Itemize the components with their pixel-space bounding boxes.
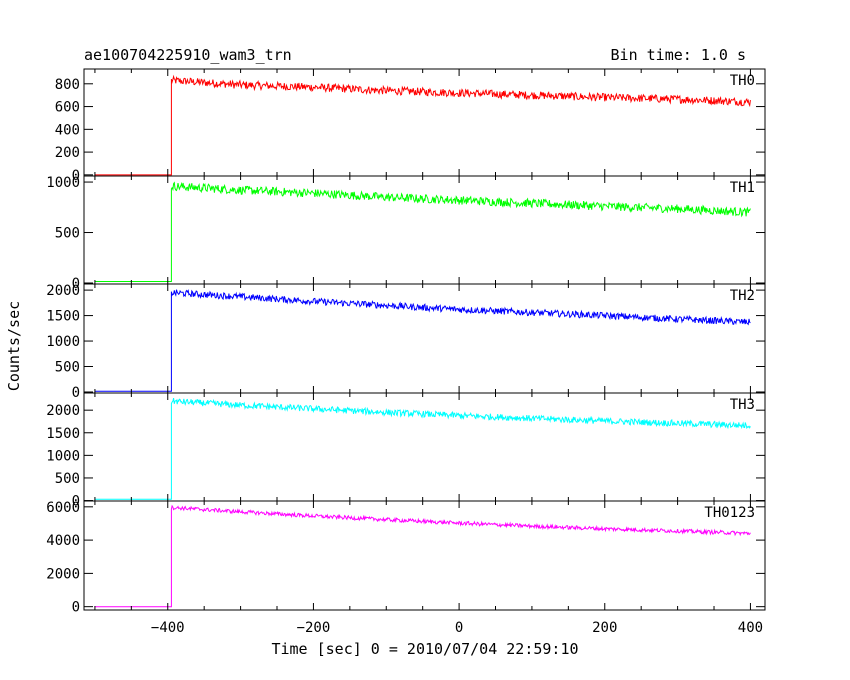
y-tick-label: 1000 xyxy=(46,334,80,350)
series-line-th2 xyxy=(94,289,751,392)
panel-th2: 0 500 1000 1500 2000 TH2 xyxy=(46,283,766,401)
y-tick-label: 600 xyxy=(55,100,80,116)
y-tick-label: 500 xyxy=(55,471,80,487)
x-tick-label: 400 xyxy=(738,620,763,636)
y-tick-label: 0 xyxy=(72,494,80,510)
y-tick-label: 500 xyxy=(55,360,80,376)
x-tick-label: 0 xyxy=(455,620,463,636)
panel-th0: 0 200 400 600 800 TH0 xyxy=(55,68,766,184)
y-tick-label: 2000 xyxy=(46,283,80,299)
y-tick-label: 200 xyxy=(55,145,80,161)
y-tick-label: 1000 xyxy=(46,175,80,191)
y-tick-label: 0 xyxy=(72,385,80,401)
panel-frame xyxy=(83,175,766,285)
y-tick-label: 0 xyxy=(72,600,80,616)
y-tick-label: 0 xyxy=(72,168,80,184)
panel-frame xyxy=(83,68,766,177)
y-tick-label: 0 xyxy=(72,276,80,292)
y-tick-label: 1500 xyxy=(46,309,80,325)
x-tick-label: −400 xyxy=(151,620,185,636)
x-tick-label: −200 xyxy=(297,620,331,636)
y-tick-label: 2000 xyxy=(46,403,80,419)
panel-frame xyxy=(83,392,766,502)
y-tick-label: 6000 xyxy=(46,500,80,516)
panel-th1: 0 500 1000 TH1 xyxy=(46,175,766,292)
x-axis-label: Time [sec] 0 = 2010/07/04 22:59:10 xyxy=(271,640,578,658)
panel-th3: 0 500 1000 1500 2000 TH3 xyxy=(46,392,766,510)
panels: 0 200 400 600 800 TH0 0 500 1000 TH1 0 500 1000 1500 2… xyxy=(46,68,766,616)
chart-title: ae100704225910_wam3_trn xyxy=(84,46,292,64)
x-axis-tick-labels: −400 −200 0 200 400 xyxy=(151,620,763,636)
series-line-th0 xyxy=(94,74,751,176)
panel-frame xyxy=(83,500,766,611)
panel-frame xyxy=(83,283,766,394)
y-tick-label: 1500 xyxy=(46,426,80,442)
series-name-label: TH0123 xyxy=(704,505,755,521)
y-axis-label: Counts/sec xyxy=(5,301,23,391)
series-name-label: TH3 xyxy=(730,397,755,413)
y-tick-label: 4000 xyxy=(46,533,80,549)
y-tick-label: 2000 xyxy=(46,566,80,582)
series-name-label: TH2 xyxy=(730,288,755,304)
y-tick-label: 400 xyxy=(55,122,80,138)
series-line-th1 xyxy=(94,181,751,282)
y-tick-label: 500 xyxy=(55,226,80,242)
series-name-label: TH1 xyxy=(730,180,755,196)
series-line-th3 xyxy=(94,397,751,500)
y-tick-label: 1000 xyxy=(46,448,80,464)
series-name-label: TH0 xyxy=(730,73,755,89)
y-tick-label: 800 xyxy=(55,77,80,93)
bin-time-label: Bin time: 1.0 s xyxy=(611,46,746,64)
x-tick-label: 200 xyxy=(592,620,617,636)
series-line-th0123 xyxy=(94,504,751,608)
panel-th0123: 0 2000 4000 6000 TH0123 xyxy=(46,500,766,616)
